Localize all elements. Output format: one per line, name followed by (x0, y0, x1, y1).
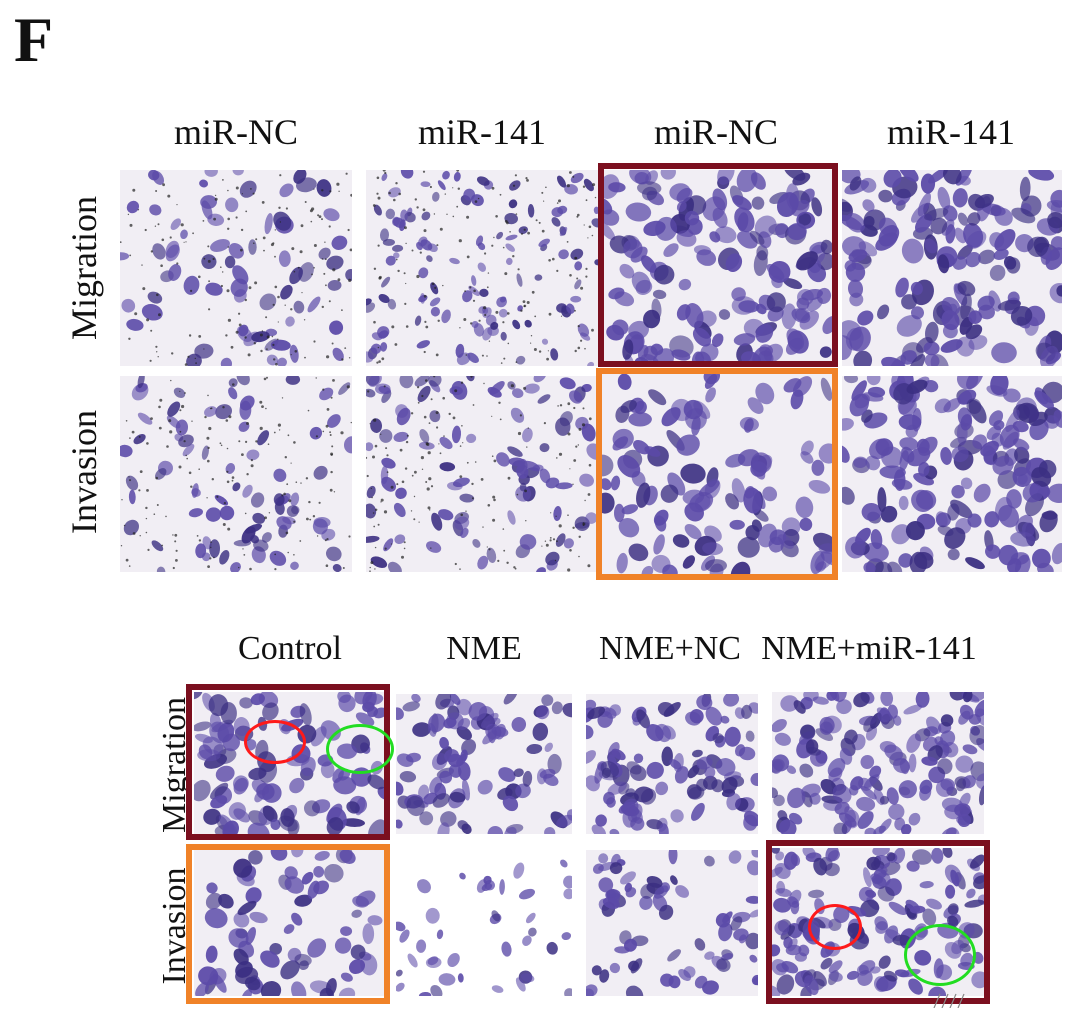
micrograph-top-migration-2 (366, 170, 598, 366)
bottom-col-label-3: NME+NC (599, 630, 741, 667)
micrograph-bottom-invasion-control (194, 850, 384, 996)
micrograph-bottom-migration-nme (396, 694, 572, 834)
micrograph-top-migration-4 (842, 170, 1062, 366)
top-col-label-4: miR-141 (886, 112, 1015, 152)
micrograph-top-invasion-4 (842, 376, 1062, 572)
top-row-label-migration: Migration (64, 196, 104, 340)
micrograph-bottom-migration-nme-nc (586, 694, 758, 834)
top-col-label-2: miR-141 (417, 112, 546, 152)
micrograph-top-invasion-2 (366, 376, 598, 572)
micrograph-bottom-migration-control (194, 692, 384, 834)
top-row-label-invasion: Invasion (64, 410, 104, 534)
micrograph-top-migration-3 (602, 170, 832, 366)
bottom-col-label-1: Control (238, 630, 342, 667)
micrograph-bottom-invasion-nme-mir141 (772, 848, 984, 996)
bottom-col-label-2: NME (446, 630, 522, 667)
micrograph-top-migration-1 (120, 170, 352, 366)
bottom-col-label-4: NME+miR-141 (761, 630, 977, 667)
micrograph-bottom-migration-nme-mir141 (772, 692, 984, 834)
micrograph-bottom-invasion-nme (396, 850, 572, 996)
bottom-row-label-invasion: Invasion (156, 867, 193, 985)
top-col-label-1: miR-NC (173, 112, 298, 152)
scratch-marks (933, 993, 965, 1008)
top-col-label-3: miR-NC (653, 112, 778, 152)
panel-letter: F (14, 4, 54, 75)
micrograph-top-invasion-1 (120, 376, 352, 572)
micrograph-bottom-invasion-nme-nc (586, 850, 758, 996)
micrograph-top-invasion-3 (600, 374, 832, 574)
